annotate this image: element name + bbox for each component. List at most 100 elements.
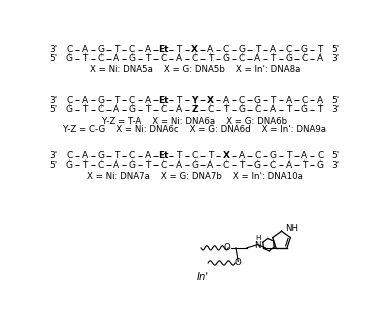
Text: 3': 3' [332,54,340,63]
Text: G: G [285,54,292,63]
Text: C: C [192,54,198,63]
Text: T: T [145,54,150,63]
Text: O: O [235,258,242,267]
Text: A: A [176,161,182,170]
Text: G: G [270,151,277,160]
Text: A: A [176,105,182,114]
Text: G: G [191,161,198,170]
Text: A: A [286,96,292,105]
Text: C: C [160,161,166,170]
Text: A: A [270,105,276,114]
Text: C: C [98,105,104,114]
Text: G: G [238,105,245,114]
Text: O: O [223,243,230,252]
Text: X: X [191,45,198,54]
Text: A: A [113,54,119,63]
Text: C: C [301,54,307,63]
Text: C: C [207,105,214,114]
Text: A: A [286,161,292,170]
Text: G: G [128,161,136,170]
Text: C: C [270,161,276,170]
Text: 5': 5' [332,45,340,54]
Text: G: G [66,54,73,63]
Text: G: G [66,161,73,170]
Text: 3': 3' [49,96,58,105]
Text: G: G [97,96,104,105]
Text: C: C [66,96,73,105]
Text: X = Ni: DNA5a    X = G: DNA5b    X = In': DNA8a: X = Ni: DNA5a X = G: DNA5b X = In': DNA8… [90,65,300,74]
Text: A: A [82,151,88,160]
Text: G: G [254,96,261,105]
Text: T: T [302,161,307,170]
Text: A: A [270,45,276,54]
Text: T: T [176,45,182,54]
Text: T: T [317,105,323,114]
Text: T: T [208,151,213,160]
Text: G: G [238,45,245,54]
Text: T: T [317,45,323,54]
Text: C: C [254,151,261,160]
Text: G: G [301,45,308,54]
Text: G: G [97,151,104,160]
Text: T: T [239,161,244,170]
Text: A: A [145,151,151,160]
Text: C: C [98,54,104,63]
Text: A: A [145,45,151,54]
Text: C: C [160,54,166,63]
Text: N: N [255,241,261,250]
Text: C: C [223,45,229,54]
Text: A: A [254,54,261,63]
Text: T: T [82,105,88,114]
Text: H: H [255,235,260,242]
Text: 3': 3' [332,161,340,170]
Text: T: T [271,54,276,63]
Text: A: A [113,105,119,114]
Text: A: A [176,54,182,63]
Text: 3': 3' [49,45,58,54]
Text: X: X [223,151,230,160]
Text: A: A [113,161,119,170]
Text: G: G [317,161,324,170]
Text: T: T [176,151,182,160]
Text: C: C [239,54,245,63]
Text: 3': 3' [49,151,58,160]
Text: X = Ni: DNA7a    X = G: DNA7b    X = In': DNA10a: X = Ni: DNA7a X = G: DNA7b X = In': DNA1… [87,172,303,181]
Text: A: A [223,96,229,105]
Text: C: C [129,96,135,105]
Text: T: T [286,105,291,114]
Text: A: A [207,161,214,170]
Text: A: A [301,151,307,160]
Text: T: T [223,105,229,114]
Text: Et: Et [158,151,169,160]
Text: A: A [317,96,323,105]
Text: 5': 5' [332,151,340,160]
Text: T: T [208,54,213,63]
Text: 5': 5' [49,161,58,170]
Text: 5': 5' [332,96,340,105]
Text: C: C [129,151,135,160]
Text: G: G [301,105,308,114]
Text: T: T [114,45,119,54]
Text: C: C [160,105,166,114]
Text: C: C [301,96,307,105]
Text: T: T [145,161,150,170]
Text: G: G [97,45,104,54]
Text: T: T [82,54,88,63]
Text: Et: Et [158,96,169,105]
Text: A: A [145,96,151,105]
Text: G: G [128,105,136,114]
Text: T: T [286,151,291,160]
Text: G: G [223,54,230,63]
Text: C: C [223,161,229,170]
Text: A: A [207,45,214,54]
Text: C: C [286,45,292,54]
Text: T: T [271,96,276,105]
Text: T: T [255,45,260,54]
Text: C: C [129,45,135,54]
Text: A: A [317,54,323,63]
Text: C: C [98,161,104,170]
Text: A: A [82,96,88,105]
Text: 5': 5' [49,105,58,114]
Text: C: C [239,96,245,105]
Text: T: T [114,151,119,160]
